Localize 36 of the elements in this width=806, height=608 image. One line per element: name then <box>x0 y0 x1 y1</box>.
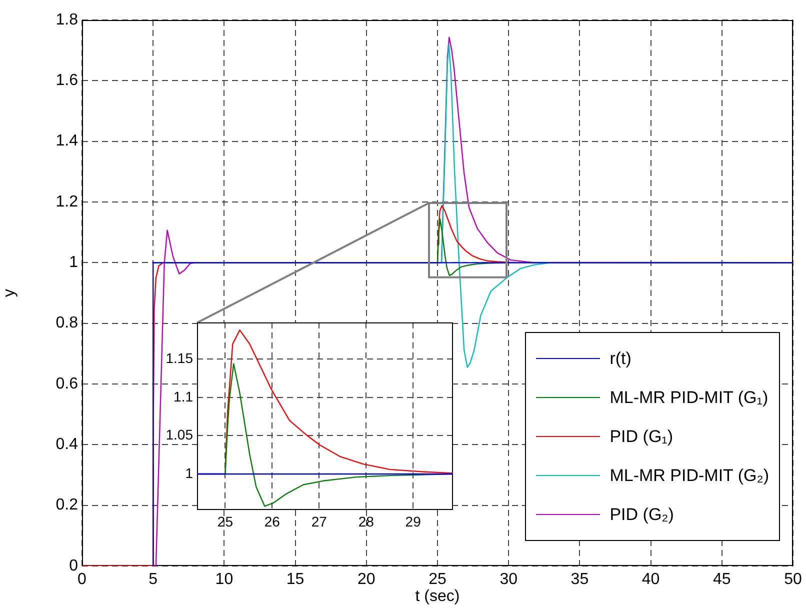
y-tick-label: 1.05 <box>166 426 194 443</box>
legend-label: r(t) <box>610 348 632 368</box>
legend-label: ML-MR PID-MIT (G₁) <box>610 388 768 408</box>
x-axis-title: t (sec) <box>415 588 460 605</box>
y-axis-title: y <box>1 289 18 297</box>
x-tick-label: 29 <box>405 513 422 530</box>
x-tick-label: 20 <box>358 571 376 588</box>
x-tick-label: 35 <box>570 571 589 588</box>
y-tick-label: 1.1 <box>174 388 194 404</box>
x-tick-label: 30 <box>500 571 518 588</box>
x-tick-label: 25 <box>217 513 234 530</box>
y-tick-label: 0.2 <box>56 496 78 514</box>
y-tick-label: 0.8 <box>56 314 78 332</box>
y-tick-label: 0.4 <box>56 436 78 454</box>
legend-label: PID (G₂) <box>610 504 674 524</box>
y-tick-label: 1.8 <box>56 11 78 28</box>
legend-label: ML-MR PID-MIT (G₂) <box>610 466 769 486</box>
y-tick-label: 1.6 <box>56 72 78 90</box>
x-tick-label: 10 <box>215 571 234 588</box>
x-tick-label: 25 <box>428 571 446 588</box>
x-tick-label: 40 <box>642 571 660 588</box>
legend-label: PID (G₁) <box>610 426 674 446</box>
y-tick-label: 1.15 <box>166 350 194 366</box>
x-tick-label: 45 <box>713 571 731 588</box>
x-tick-label: 15 <box>286 571 304 588</box>
y-tick-label: 0 <box>69 557 78 574</box>
y-tick-label: 1.4 <box>56 132 78 150</box>
x-tick-label: 28 <box>358 513 374 530</box>
x-tick-label: 5 <box>148 571 158 588</box>
y-tick-label: 1 <box>185 464 194 481</box>
y-tick-label: 0.6 <box>56 375 78 392</box>
y-tick-label: 1 <box>69 254 78 272</box>
x-tick-label: 50 <box>784 571 802 588</box>
y-tick-label: 1.2 <box>56 193 78 210</box>
x-tick-label: 26 <box>264 513 280 530</box>
x-tick-label: 27 <box>311 513 328 530</box>
